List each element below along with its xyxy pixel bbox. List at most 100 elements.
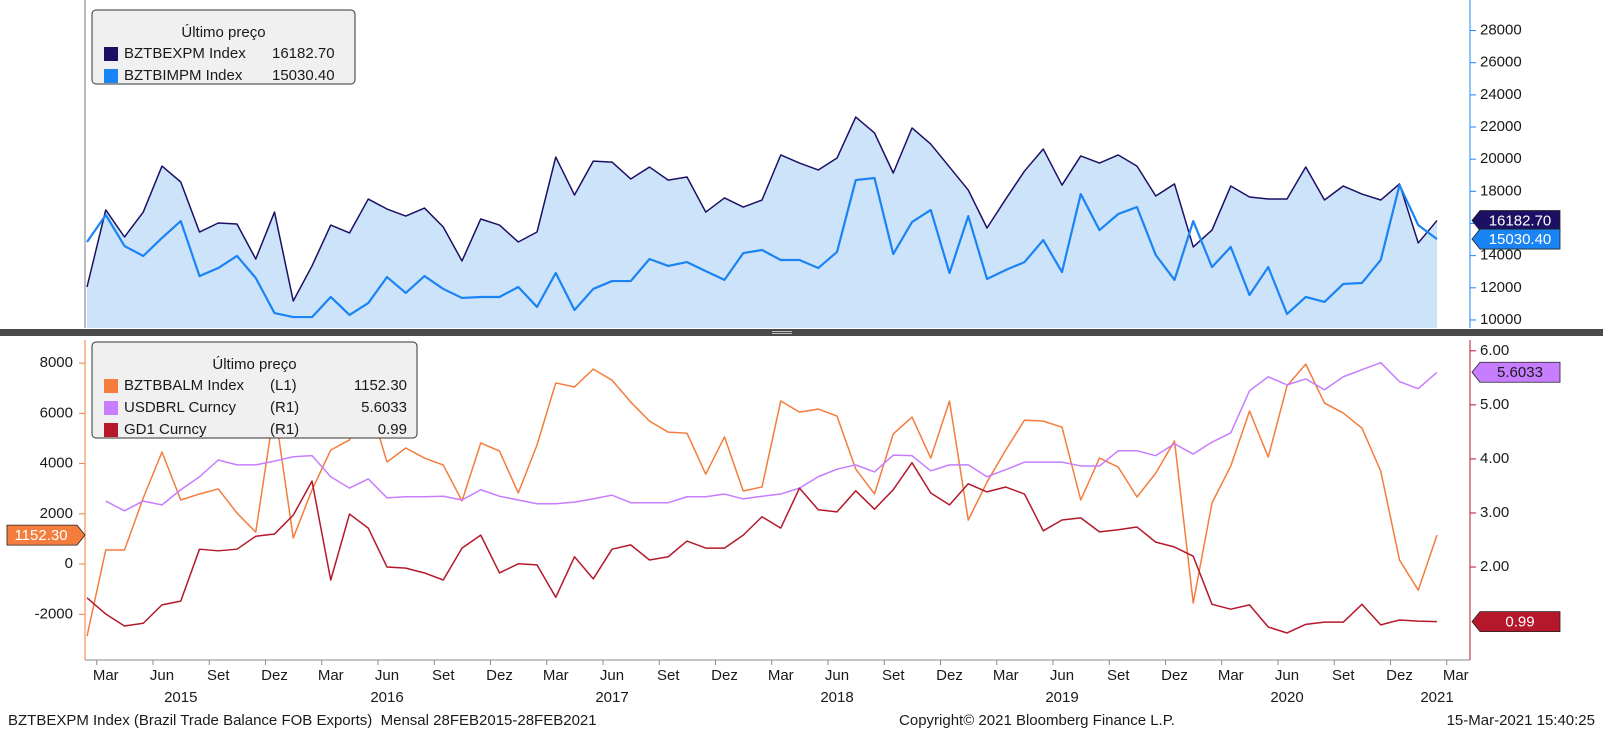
legend-label: BZTBIMPM Index — [124, 67, 243, 84]
value-tag-label: 0.99 — [1505, 614, 1534, 631]
legend-label: USDBRL Curncy — [124, 399, 236, 416]
legend-swatch — [104, 379, 118, 393]
x-tick-label: Jun — [1275, 667, 1299, 684]
y-tick-label: 22000 — [1480, 118, 1522, 135]
x-tick-label: Dez — [711, 667, 738, 684]
x-tick-label: Mar — [318, 667, 344, 684]
legend-value: 5.6033 — [361, 399, 407, 416]
y-tick-label: 8000 — [40, 354, 73, 371]
y-tick-label: 12000 — [1480, 279, 1522, 296]
legend-swatch — [104, 47, 118, 61]
x-tick-label: Mar — [93, 667, 119, 684]
x-tick-label: Dez — [1161, 667, 1188, 684]
y-tick-label: 26000 — [1480, 54, 1522, 71]
legend-axis: (L1) — [270, 377, 297, 394]
legend-axis: (R1) — [270, 421, 299, 438]
legend-value: 0.99 — [378, 421, 407, 438]
x-tick-label: Jun — [1050, 667, 1074, 684]
legend: Último preço BZTBEXPM Index 16182.70 BZTBIM… — [91, 9, 356, 85]
y-tick-label: 6000 — [40, 404, 73, 421]
x-tick-label: Set — [207, 667, 230, 684]
value-tag-shape — [1471, 228, 1561, 250]
x-tick-label: Jun — [600, 667, 624, 684]
x-tick-label: Set — [882, 667, 905, 684]
legend-swatch — [104, 423, 118, 437]
y2-tick-label: 4.00 — [1480, 450, 1509, 467]
x-tick-label: Dez — [1386, 667, 1413, 684]
line — [86, 363, 1438, 637]
legend-box — [91, 9, 356, 85]
x-tick-label: Dez — [261, 667, 288, 684]
y-tick-label: 14000 — [1480, 247, 1522, 264]
legend-swatch — [104, 401, 118, 415]
x-tick-label: Set — [432, 667, 455, 684]
x-tick-label: Set — [1107, 667, 1130, 684]
y-tick-label: 28000 — [1480, 22, 1522, 39]
legend-value: 16182.70 — [272, 45, 335, 62]
x-year-label: 2021 — [1420, 689, 1453, 706]
x-tick-label: Jun — [375, 667, 399, 684]
value-tag-shape — [1471, 611, 1561, 633]
value-tag: 0.99 — [1471, 611, 1561, 633]
legend-label: GD1 Curncy — [124, 421, 207, 438]
x-tick-label: Mar — [1443, 667, 1469, 684]
value-tag: 5.6033 — [1471, 361, 1561, 383]
y-tick-label: 18000 — [1480, 182, 1522, 199]
y2-tick-label: 5.00 — [1480, 396, 1509, 413]
value-tag-label: 15030.40 — [1489, 231, 1552, 248]
legend-value: 1152.30 — [354, 377, 407, 394]
x-tick-label: Set — [657, 667, 680, 684]
x-year-label: 2019 — [1045, 689, 1078, 706]
x-tick-label: Mar — [993, 667, 1019, 684]
footer-right: 15-Mar-2021 15:40:25 — [1447, 712, 1595, 729]
legend-title: Último preço — [181, 24, 265, 41]
plot-layer: 1000012000140001600018000200002200024000… — [6, 0, 1561, 706]
x-year-label: 2017 — [595, 689, 628, 706]
legend-axis: (R1) — [270, 399, 299, 416]
legend-box — [91, 341, 418, 439]
value-tag-label: 16182.70 — [1489, 213, 1552, 230]
x-year-label: 2020 — [1270, 689, 1303, 706]
x-year-label: 2015 — [164, 689, 197, 706]
x-tick-label: Jun — [825, 667, 849, 684]
value-tag-shape — [1471, 361, 1561, 383]
y-tick-label: 2000 — [40, 505, 73, 522]
legend-value: 15030.40 — [272, 67, 335, 84]
value-tag: 15030.40 — [1471, 228, 1561, 250]
value-tag-label: 5.6033 — [1497, 364, 1543, 381]
y-tick-label: 10000 — [1480, 311, 1522, 328]
x-year-label: 2018 — [820, 689, 853, 706]
footer-left: BZTBEXPM Index (Brazil Trade Balance FOB… — [8, 712, 597, 729]
x-tick-label: Jun — [150, 667, 174, 684]
panel-divider[interactable] — [0, 329, 1603, 336]
y-tick-label: 20000 — [1480, 150, 1522, 167]
footer-center: Copyright© 2021 Bloomberg Finance L.P. — [899, 712, 1175, 729]
y-tick-label: 24000 — [1480, 86, 1522, 103]
x-year-label: 2016 — [370, 689, 403, 706]
y-tick-label: 0 — [65, 555, 73, 572]
line — [86, 176, 1438, 319]
legend-label: BZTBEXPM Index — [124, 45, 246, 62]
value-tag: 1152.30 — [6, 524, 86, 546]
legend-label: BZTBBALM Index — [124, 377, 245, 394]
x-tick-label: Mar — [768, 667, 794, 684]
y2-tick-label: 2.00 — [1480, 558, 1509, 575]
x-tick-label: Set — [1332, 667, 1355, 684]
x-tick-label: Dez — [486, 667, 513, 684]
line — [105, 361, 1438, 512]
line — [86, 461, 1438, 634]
legend-title: Último preço — [212, 356, 296, 373]
y-tick-label: -2000 — [35, 605, 73, 622]
x-tick-label: Dez — [936, 667, 963, 684]
line — [86, 116, 1438, 302]
y-tick-label: 4000 — [40, 455, 73, 472]
value-tag-shape — [1471, 210, 1561, 231]
y2-tick-label: 3.00 — [1480, 504, 1509, 521]
value-tag-shape — [6, 524, 86, 546]
value-tag-label: 1152.30 — [14, 527, 67, 544]
legend: Último preço BZTBBALM Index (L1) 1152.30 USD… — [91, 341, 418, 439]
legend-swatch — [104, 69, 118, 83]
value-tag: 16182.70 — [1471, 210, 1561, 231]
x-tick-label: Mar — [543, 667, 569, 684]
